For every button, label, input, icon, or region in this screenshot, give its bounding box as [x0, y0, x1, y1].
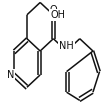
Text: OH: OH: [50, 10, 65, 20]
Text: O: O: [50, 5, 57, 15]
Text: N: N: [7, 70, 15, 80]
Text: NH: NH: [59, 41, 74, 51]
